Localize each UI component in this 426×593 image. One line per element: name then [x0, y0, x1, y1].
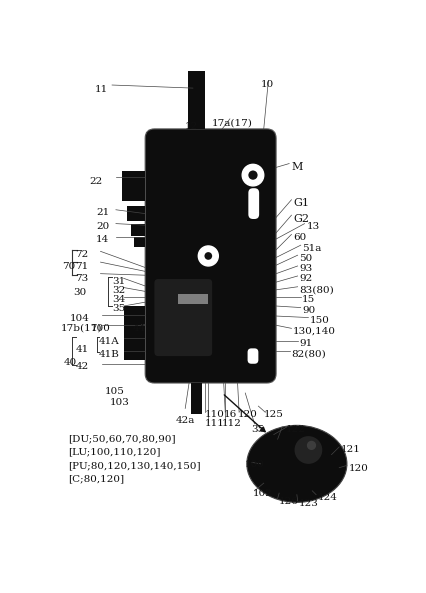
Text: 73: 73: [75, 274, 88, 283]
Text: 100: 100: [91, 324, 111, 333]
Bar: [178, 295, 208, 304]
Text: 70: 70: [62, 262, 75, 271]
Text: [C;80,120]: [C;80,120]: [68, 474, 124, 483]
Text: 83(80): 83(80): [299, 285, 334, 294]
Text: 90: 90: [302, 306, 316, 315]
FancyBboxPatch shape: [145, 129, 276, 383]
Text: 51a: 51a: [302, 244, 322, 253]
FancyBboxPatch shape: [154, 279, 212, 356]
Text: 41: 41: [76, 345, 89, 353]
Text: 111: 111: [205, 419, 225, 428]
Text: 15: 15: [302, 295, 316, 304]
Bar: [188, 71, 205, 129]
Text: 121: 121: [341, 445, 361, 454]
Circle shape: [199, 246, 218, 266]
Text: 11: 11: [94, 85, 108, 94]
Bar: [122, 171, 145, 200]
Text: 125: 125: [264, 410, 284, 419]
Text: 14: 14: [96, 235, 109, 244]
Text: 50: 50: [299, 254, 312, 263]
Bar: [191, 383, 202, 414]
FancyBboxPatch shape: [248, 348, 258, 364]
Text: 112: 112: [222, 419, 242, 428]
Text: 123: 123: [299, 499, 319, 508]
Text: 103: 103: [110, 398, 130, 407]
Circle shape: [242, 164, 264, 186]
Text: 92: 92: [299, 275, 312, 283]
Text: 10: 10: [261, 81, 274, 90]
Text: 120: 120: [238, 410, 257, 419]
Text: 41A: 41A: [99, 337, 120, 346]
Text: 126: 126: [279, 497, 299, 506]
Ellipse shape: [247, 425, 347, 502]
Text: 35: 35: [112, 304, 125, 314]
Text: [PU;80,120,130,140,150]: [PU;80,120,130,140,150]: [68, 461, 201, 470]
Text: 17a(17): 17a(17): [212, 119, 253, 128]
Text: G1: G1: [293, 198, 309, 208]
Text: 20: 20: [96, 222, 109, 231]
Text: 150: 150: [310, 316, 330, 325]
Text: 71: 71: [75, 262, 88, 271]
Text: 102: 102: [253, 489, 273, 498]
Text: 16: 16: [224, 410, 237, 419]
Text: 93: 93: [299, 264, 312, 273]
Text: 42a: 42a: [176, 416, 196, 425]
Text: 110: 110: [205, 410, 225, 419]
FancyBboxPatch shape: [248, 188, 259, 219]
Text: 32: 32: [112, 286, 125, 295]
Text: 17b(17): 17b(17): [60, 324, 102, 333]
Text: 72: 72: [75, 250, 88, 259]
Text: 34: 34: [112, 295, 125, 304]
Text: 44: 44: [133, 324, 146, 333]
Text: 100: 100: [245, 460, 265, 469]
Bar: [134, 237, 145, 247]
Text: 82(80): 82(80): [291, 350, 326, 359]
Circle shape: [294, 436, 322, 464]
Circle shape: [248, 171, 258, 180]
Text: 124: 124: [318, 493, 337, 502]
Circle shape: [204, 252, 212, 260]
Text: [LU;100,110,120]: [LU;100,110,120]: [68, 448, 161, 457]
Text: 130,140: 130,140: [293, 327, 336, 336]
Text: 60: 60: [293, 233, 306, 242]
Text: 35: 35: [251, 425, 265, 434]
Text: 42: 42: [76, 362, 89, 371]
Text: 120: 120: [348, 464, 368, 473]
Text: 40: 40: [63, 358, 77, 366]
Text: 105: 105: [104, 387, 124, 396]
Text: 122: 122: [285, 425, 305, 434]
Circle shape: [307, 441, 316, 450]
Text: 21: 21: [96, 208, 109, 217]
Text: 13: 13: [307, 222, 320, 231]
Text: 12: 12: [185, 122, 199, 131]
Text: 22: 22: [89, 177, 102, 186]
Text: [DU;50,60,70,80,90]: [DU;50,60,70,80,90]: [68, 435, 176, 444]
Bar: [127, 206, 145, 221]
Text: 104: 104: [70, 314, 89, 323]
Bar: [124, 306, 145, 360]
Text: 41B: 41B: [99, 350, 120, 359]
Text: 30: 30: [74, 288, 87, 297]
Text: M: M: [291, 162, 303, 172]
Bar: [131, 224, 145, 236]
Text: 31: 31: [112, 277, 125, 286]
Text: G2: G2: [293, 213, 309, 224]
Text: 91: 91: [299, 339, 312, 348]
